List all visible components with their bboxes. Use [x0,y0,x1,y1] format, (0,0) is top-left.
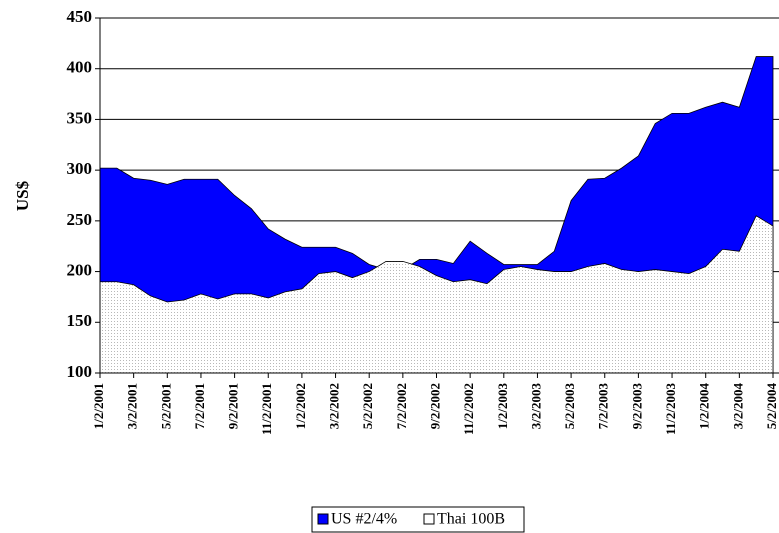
area [99,215,774,374]
legend-swatch [423,513,435,525]
x-tick-label: 5/2/2001 [158,383,173,429]
x-tick-label: 7/2/2002 [394,383,409,429]
x-tick-label: 1/2/2002 [293,383,308,429]
x-tick-label: 3/2/2004 [730,383,745,430]
legend-swatch [317,513,329,525]
x-tick-label: 1/2/2001 [91,383,106,429]
x-tick-label: 9/2/2003 [629,383,644,430]
x-tick-label: 5/2/2004 [764,383,779,430]
x-tick-label: 5/2/2003 [562,383,577,430]
y-tick-label: 450 [67,7,93,26]
areas [99,56,774,374]
x-tick-label: 3/2/2002 [327,383,342,429]
y-tick-label: 400 [67,58,93,77]
y-tick-label: 300 [67,159,93,178]
y-tick-label: 250 [67,210,93,229]
x-tick-label: 3/2/2001 [125,383,140,429]
y-axis-label: US$ [13,180,32,211]
x-tick-label: 11/2/2002 [461,383,476,435]
y-tick-label: 150 [67,311,93,330]
y-tick-label: 100 [67,362,93,381]
legend-label: US #2/4% [331,511,397,528]
x-tick-label: 1/2/2004 [697,383,712,430]
x-tick-label: 9/2/2002 [427,383,442,429]
x-tick-label: 3/2/2003 [528,383,543,430]
x-tick-label: 9/2/2001 [226,383,241,429]
legend: US #2/4% Thai 100B [311,506,525,533]
x-tick-label: 11/2/2003 [663,383,678,436]
x-tick-label: 1/2/2003 [495,383,510,430]
legend-label: Thai 100B [437,511,505,528]
x-tick-label: 7/2/2001 [192,383,207,429]
x-tick-label: 11/2/2001 [259,383,274,435]
x-tick-label: 5/2/2002 [360,383,375,429]
legend-box [311,506,525,533]
axes: 100 150 200 250 300 350 400 450 1/2/2001 3/2/2001… [67,7,779,435]
y-tick-label: 200 [67,260,93,279]
y-tick-label: 350 [67,108,93,127]
x-tick-label: 7/2/2003 [596,383,611,430]
